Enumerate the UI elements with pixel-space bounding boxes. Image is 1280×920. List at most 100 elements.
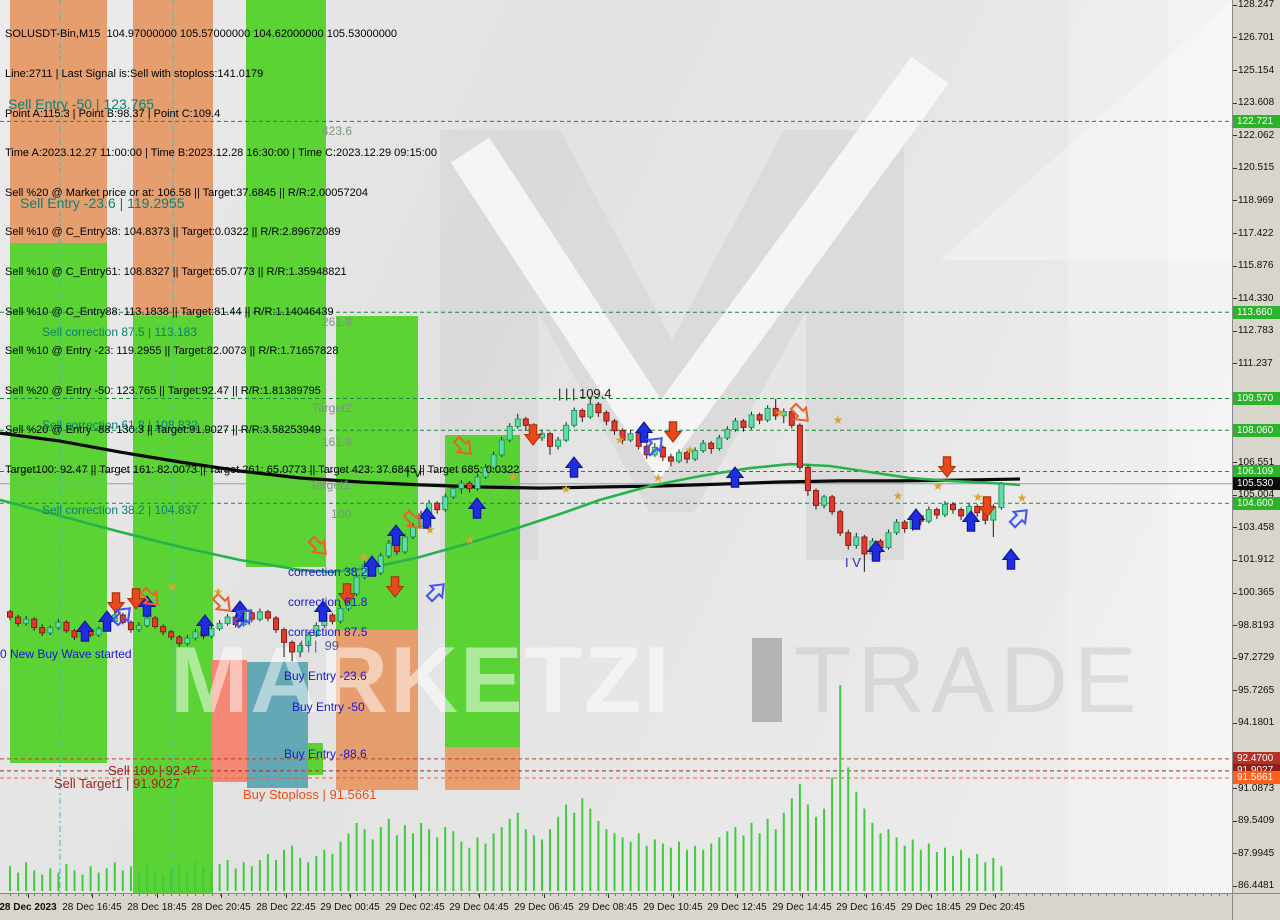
time-axis[interactable]: 28 Dec 2023 28 Dec 16:45 28 Dec 18:45 28 De… (0, 893, 1280, 920)
sell-arrow-icon (106, 592, 126, 614)
time-minor-tick (904, 894, 906, 896)
buy-arrow-icon (75, 620, 95, 642)
star-icon: ★ (425, 523, 436, 537)
price-label: 87.9945 (1238, 848, 1275, 859)
header-targets: Target100: 92.47 || Target 161: 82.0073 … (5, 463, 520, 476)
star-icon: ★ (508, 470, 519, 484)
time-minor-tick (1202, 894, 1204, 896)
time-minor-tick (1178, 894, 1180, 896)
time-minor-tick (82, 894, 84, 896)
candle-body (184, 637, 191, 644)
volume-bar (25, 862, 28, 891)
candle-body (579, 410, 586, 418)
candle-body (15, 616, 22, 624)
candle-body (136, 625, 142, 631)
annotation: 100 (331, 507, 352, 521)
candle-body (974, 505, 981, 514)
zone-salmon (212, 660, 247, 782)
time-label: 29 Dec 10:45 (643, 902, 703, 913)
time-minor-tick (1057, 894, 1059, 896)
time-label: 29 Dec 04:45 (449, 902, 509, 913)
annotation: 261.8 (322, 315, 353, 329)
price-tick (1233, 853, 1237, 854)
price-label: 97.2729 (1238, 652, 1275, 663)
annotation: Buy Entry -50 (292, 700, 365, 714)
annotation: Sell correction 87.5 | 113.183 (42, 325, 197, 339)
volume-bar (605, 829, 608, 891)
candle-body (385, 542, 392, 557)
time-minor-tick (332, 894, 334, 896)
time-minor-tick (799, 894, 801, 896)
buy-arrow-icon (313, 600, 333, 622)
candle-body (442, 496, 449, 510)
annotation: correction 87.5 (288, 625, 368, 639)
price-tick (1233, 5, 1237, 6)
time-minor-tick (227, 894, 229, 896)
volume-bar (33, 870, 36, 891)
time-tick (802, 894, 803, 898)
price-label: 125.154 (1238, 65, 1275, 76)
candle-body (950, 503, 956, 511)
time-minor-tick (1017, 894, 1019, 896)
volume-bar (186, 870, 189, 891)
price-badge-green: 106.109 (1233, 465, 1280, 478)
candle-body (160, 626, 167, 633)
volume-bar (363, 829, 366, 891)
volume-bar (460, 841, 463, 891)
candle-body (353, 576, 360, 595)
time-minor-tick (1227, 894, 1229, 896)
candle-body (603, 412, 610, 422)
annotation: Sell Entry -50 | 123.765 (8, 96, 155, 112)
price-axis[interactable]: 128.247 126.701 125.154 123.608 122.062 120.5… (1232, 0, 1280, 893)
price-tick (1233, 625, 1237, 626)
star-icon: ★ (561, 482, 572, 496)
time-tick (221, 894, 222, 898)
axis-corner (1232, 893, 1280, 920)
volume-bar (452, 831, 455, 891)
candle-body (788, 411, 795, 426)
candle-body (127, 621, 134, 631)
volume-bar (339, 841, 342, 891)
time-minor-tick (179, 894, 181, 896)
volume-bar (315, 856, 318, 891)
price-tick (1233, 821, 1237, 822)
time-minor-tick (638, 894, 640, 896)
candle-body (23, 618, 30, 624)
candle-body (55, 621, 62, 629)
volume-bar (420, 823, 423, 891)
volume-bar (790, 798, 793, 891)
volume-bar (750, 823, 753, 891)
time-minor-tick (429, 894, 431, 896)
time-minor-tick (356, 894, 358, 896)
price-badge-green: 113.660 (1233, 306, 1280, 319)
price-badge-orange: 91.5661 (1233, 771, 1280, 784)
time-minor-tick (251, 894, 253, 896)
price-badge-black: 105.530 (1233, 477, 1280, 490)
candle-body (305, 634, 312, 646)
time-minor-tick (703, 894, 705, 896)
time-minor-tick (469, 894, 471, 896)
time-minor-tick (437, 894, 439, 896)
buy-hollow-arrow-icon (1008, 509, 1028, 529)
buy-hollow-arrow-icon (232, 609, 252, 629)
time-minor-tick (945, 894, 946, 896)
time-minor-tick (936, 894, 938, 896)
volume-bar (661, 843, 664, 891)
time-minor-tick (1041, 894, 1043, 896)
time-minor-tick (848, 894, 850, 896)
time-minor-tick (485, 894, 487, 896)
time-minor-tick (912, 894, 914, 896)
time-minor-tick (920, 894, 922, 896)
sell-arrow-icon (523, 424, 543, 446)
time-minor-tick (396, 894, 398, 896)
volume-bar (766, 818, 769, 891)
price-label: 91.0873 (1238, 783, 1275, 794)
candle-body (627, 433, 634, 441)
time-minor-tick (66, 894, 68, 896)
volume-bar (234, 868, 237, 891)
buy-arrow-icon (467, 497, 487, 519)
volume-bar (500, 827, 503, 891)
volume-bar (758, 833, 761, 891)
